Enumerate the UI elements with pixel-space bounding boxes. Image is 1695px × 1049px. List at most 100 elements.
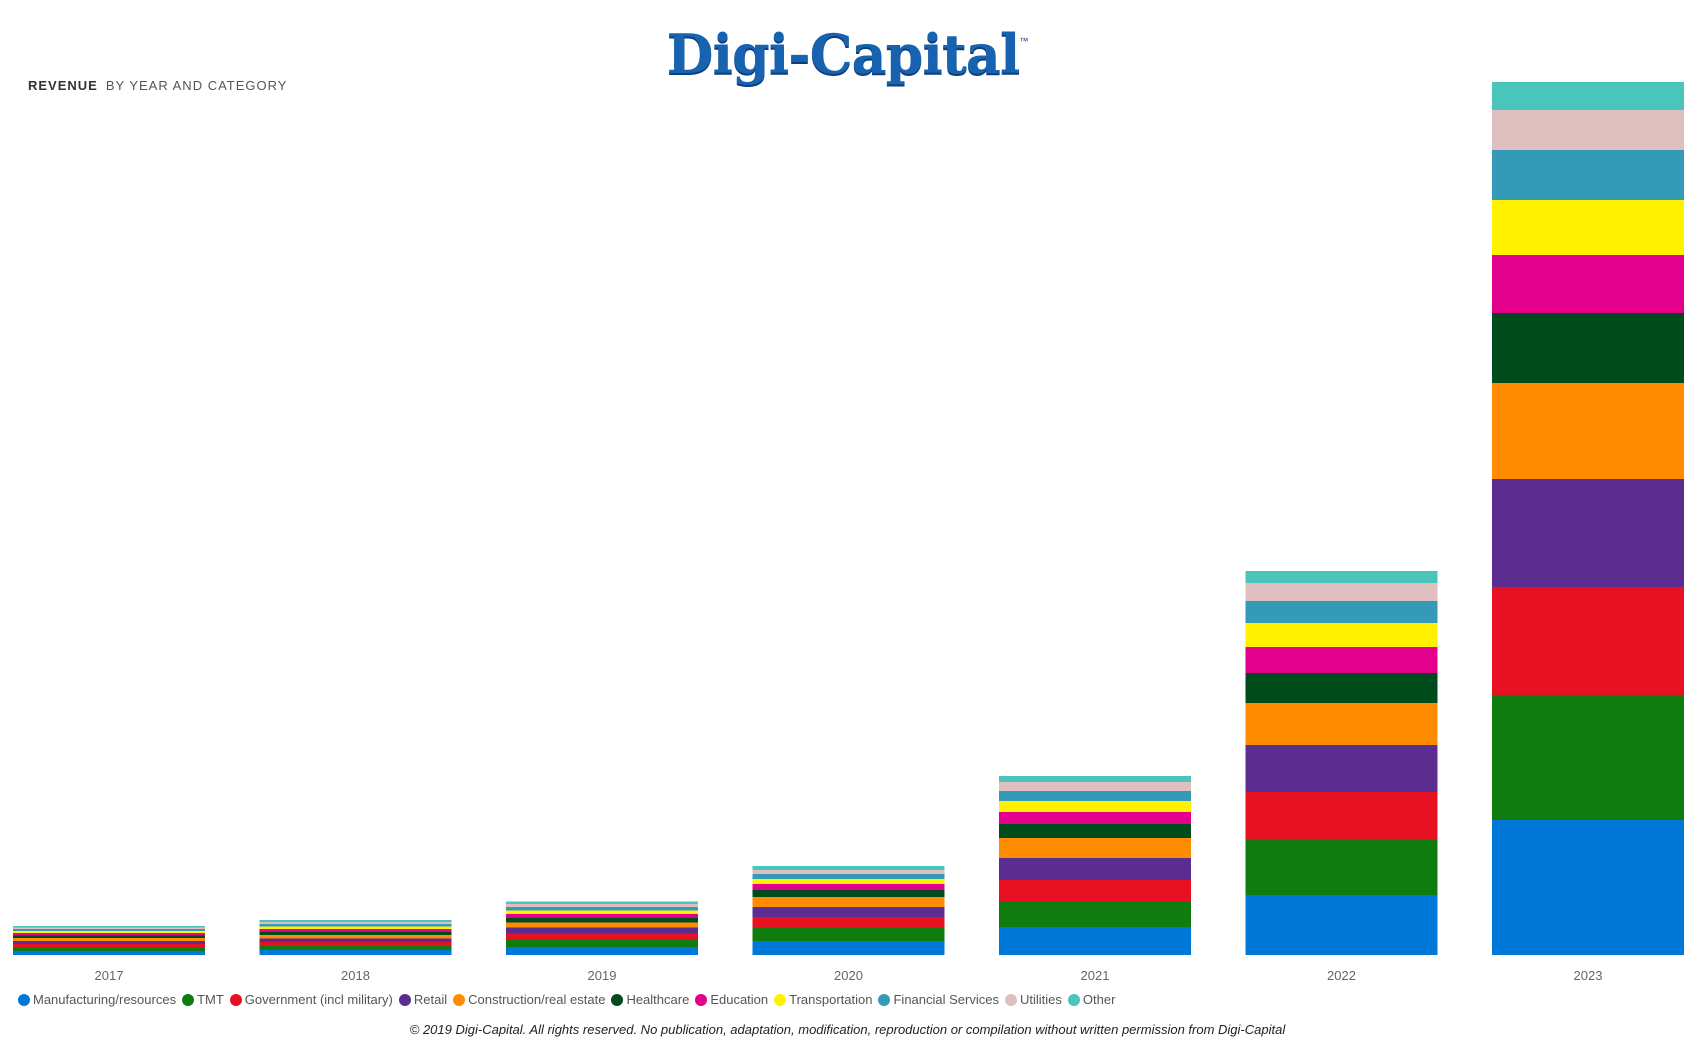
legend-item-2[interactable]: Government (incl military)	[229, 992, 393, 1007]
bar-segment-2020-1[interactable]	[752, 928, 945, 941]
bar-segment-2023-0[interactable]	[1492, 820, 1684, 955]
legend-label: Financial Services	[893, 992, 999, 1007]
bar-segment-2018-7[interactable]	[259, 926, 452, 930]
bar-segment-2022-8[interactable]	[1245, 601, 1438, 623]
bar-segment-2021-10[interactable]	[999, 776, 1191, 782]
bar-segment-2020-3[interactable]	[752, 907, 945, 917]
bar-segment-2022-2[interactable]	[1245, 792, 1438, 840]
bar-segment-2017-5[interactable]	[13, 935, 205, 939]
bar-segment-2022-7[interactable]	[1245, 623, 1438, 647]
bar-segment-2022-10[interactable]	[1245, 571, 1438, 583]
bar-segment-2018-6[interactable]	[259, 929, 452, 932]
bar-segment-2021-2[interactable]	[999, 880, 1191, 902]
bar-segment-2019-1[interactable]	[506, 940, 698, 947]
bar-segment-2019-3[interactable]	[506, 927, 698, 934]
bar-segment-2021-3[interactable]	[999, 858, 1191, 880]
bar-segment-2018-9[interactable]	[259, 922, 452, 924]
bar-segment-2020-7[interactable]	[752, 879, 945, 884]
bar-segment-2023-1[interactable]	[1492, 695, 1684, 820]
x-tick-label-2021: 2021	[1081, 968, 1110, 983]
stacked-bar-chart: 2017 2018 2019 2020 2021 2022 2023	[13, 82, 1684, 983]
bar-segment-2017-0[interactable]	[13, 951, 205, 955]
bar-segment-2020-2[interactable]	[752, 917, 945, 928]
legend-item-6[interactable]: Education	[695, 992, 768, 1007]
bar-segment-2019-10[interactable]	[506, 901, 698, 905]
bar-segment-2022-5[interactable]	[1245, 673, 1438, 703]
bar-segment-2017-6[interactable]	[13, 933, 205, 936]
bar-segment-2020-5[interactable]	[752, 890, 945, 897]
bar-segment-2017-3[interactable]	[13, 941, 205, 944]
bar-segment-2022-6[interactable]	[1245, 647, 1438, 673]
bar-segment-2023-2[interactable]	[1492, 587, 1684, 695]
bar-segment-2020-4[interactable]	[752, 897, 945, 907]
bar-segment-2019-7[interactable]	[506, 910, 698, 915]
bar-segment-2018-2[interactable]	[259, 942, 452, 946]
legend-label: Utilities	[1019, 992, 1062, 1007]
bar-segment-2023-8[interactable]	[1492, 150, 1684, 200]
bar-segment-2022-9[interactable]	[1245, 583, 1438, 601]
bar-segment-2021-5[interactable]	[999, 824, 1191, 838]
bar-segment-2018-8[interactable]	[259, 924, 452, 927]
bar-segment-2021-9[interactable]	[999, 782, 1191, 791]
bar-segment-2022-4[interactable]	[1245, 703, 1438, 745]
legend-item-8[interactable]: Financial Services	[878, 992, 999, 1007]
legend-item-5[interactable]: Healthcare	[611, 992, 689, 1007]
bar-segment-2022-0[interactable]	[1245, 895, 1438, 955]
bar-segment-2022-1[interactable]	[1245, 840, 1438, 895]
bar-segment-2020-10[interactable]	[752, 866, 945, 870]
legend-item-10[interactable]: Other	[1067, 992, 1115, 1007]
bar-segment-2018-1[interactable]	[259, 946, 452, 950]
bar-segment-2017-1[interactable]	[13, 947, 205, 952]
bar-segment-2023-3[interactable]	[1492, 479, 1684, 587]
bar-segment-2021-6[interactable]	[999, 812, 1191, 824]
legend-swatch	[398, 993, 411, 1006]
bar-segment-2020-8[interactable]	[752, 874, 945, 879]
bar-segment-2021-0[interactable]	[999, 927, 1191, 955]
bar-segment-2019-0[interactable]	[506, 947, 698, 955]
legend-item-0[interactable]: Manufacturing/resources	[18, 992, 176, 1007]
bar-segment-2019-6[interactable]	[506, 914, 698, 918]
bar-segment-2018-5[interactable]	[259, 932, 452, 935]
legend-item-3[interactable]: Retail	[398, 992, 447, 1007]
legend-swatch	[18, 993, 30, 1006]
bar-segment-2019-2[interactable]	[506, 933, 698, 941]
copyright-footer: © 2019 Digi-Capital. All rights reserved…	[409, 1022, 1286, 1037]
bar-segment-2017-2[interactable]	[13, 944, 205, 948]
bar-segment-2023-7[interactable]	[1492, 200, 1684, 255]
legend-label: Construction/real estate	[468, 992, 606, 1007]
legend-label: Healthcare	[626, 992, 690, 1007]
bar-segment-2018-4[interactable]	[259, 935, 452, 939]
bar-segment-2022-3[interactable]	[1245, 745, 1438, 792]
bar-segment-2023-4[interactable]	[1492, 383, 1684, 479]
bar-segment-2019-5[interactable]	[506, 918, 698, 923]
bar-segment-2023-9[interactable]	[1492, 110, 1684, 150]
bar-segment-2020-0[interactable]	[752, 941, 945, 955]
legend-swatch	[1067, 993, 1080, 1006]
bar-segment-2018-3[interactable]	[259, 938, 452, 943]
bar-segment-2023-10[interactable]	[1492, 82, 1684, 110]
bar-segment-2017-7[interactable]	[13, 931, 205, 933]
bar-segment-2019-9[interactable]	[506, 904, 698, 907]
bar-segment-2021-8[interactable]	[999, 791, 1191, 801]
bar-segment-2021-1[interactable]	[999, 902, 1191, 927]
bar-segment-2021-7[interactable]	[999, 801, 1191, 812]
bar-segment-2019-8[interactable]	[506, 907, 698, 911]
bar-segment-2020-9[interactable]	[752, 870, 945, 874]
bar-segment-2018-10[interactable]	[259, 920, 452, 922]
bar-segment-2020-6[interactable]	[752, 884, 945, 890]
legend-item-4[interactable]: Construction/real estate	[453, 992, 605, 1007]
bar-segment-2017-4[interactable]	[13, 938, 205, 941]
x-tick-label-2017: 2017	[95, 968, 124, 983]
legend-item-7[interactable]: Transportation	[774, 992, 872, 1007]
bar-segment-2023-5[interactable]	[1492, 313, 1684, 383]
bar-segment-2017-8[interactable]	[13, 929, 205, 931]
bar-segment-2019-4[interactable]	[506, 922, 698, 928]
legend-item-1[interactable]: TMT	[182, 992, 224, 1007]
bar-segment-2021-4[interactable]	[999, 838, 1191, 858]
bar-segment-2017-10[interactable]	[13, 926, 205, 928]
bar-segment-2017-9[interactable]	[13, 927, 205, 930]
bar-segment-2018-0[interactable]	[259, 950, 452, 955]
bar-segment-2023-6[interactable]	[1492, 255, 1684, 313]
legend-item-9[interactable]: Utilities	[1004, 992, 1062, 1007]
chart-title-sub: BY YEAR AND CATEGORY	[105, 78, 288, 93]
